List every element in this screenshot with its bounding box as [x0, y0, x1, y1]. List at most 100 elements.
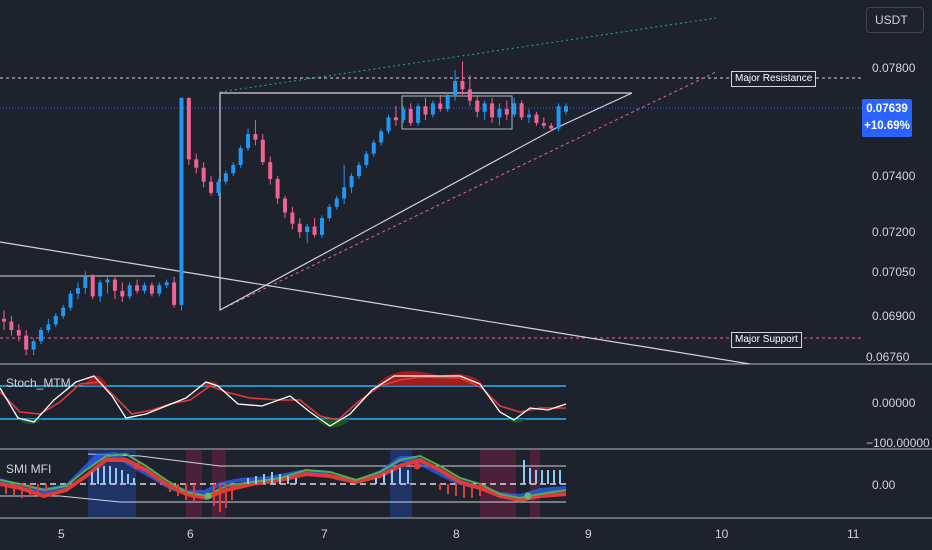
candle-body: [24, 335, 29, 350]
candle: [112, 276, 117, 300]
price-tick: 0.07200: [872, 225, 916, 239]
candle: [305, 223, 310, 244]
smi-axis[interactable]: 0.00: [872, 478, 896, 492]
candle: [149, 282, 154, 297]
candle-body: [75, 288, 80, 294]
candle: [53, 313, 58, 328]
candle-body: [157, 285, 162, 294]
time-tick: 11: [847, 527, 860, 541]
candle: [127, 282, 132, 300]
candle: [105, 276, 110, 294]
candle: [246, 128, 251, 151]
candle-body: [98, 282, 103, 297]
price-tick: 0.07400: [872, 169, 916, 183]
candle: [179, 97, 184, 311]
smi-pane: [0, 452, 567, 512]
triangle-pattern[interactable]: [219, 92, 633, 312]
candle: [416, 103, 421, 126]
candle-body: [246, 134, 251, 149]
candle-body: [53, 316, 58, 325]
smi-title[interactable]: SMI MFI: [6, 462, 52, 476]
candle-body: [371, 142, 376, 154]
candle-body: [38, 330, 43, 342]
candle-body: [541, 122, 546, 126]
candle-body: [290, 212, 295, 224]
candle-body: [519, 103, 524, 118]
candle-body: [475, 100, 480, 112]
candle-body: [179, 97, 184, 305]
candle-body: [186, 97, 191, 160]
candle-body: [68, 293, 73, 308]
stoch-axis-tick: −100.00000: [866, 436, 930, 450]
price-axis[interactable]: 0.07800 0.07400 0.07200 0.07050 0.06900 …: [866, 61, 916, 364]
candle-body: [46, 324, 51, 331]
last-price-value: 0.07639: [866, 103, 908, 115]
stoch-fill: [376, 371, 484, 386]
candle: [460, 61, 465, 95]
candle-body: [379, 131, 384, 143]
price-tick: 0.06760: [866, 350, 910, 364]
candle: [342, 164, 347, 205]
stoch-title[interactable]: Stoch_MTM: [6, 376, 71, 390]
candle-body: [460, 80, 465, 90]
candle: [38, 327, 43, 345]
candle-body: [527, 114, 532, 118]
candle-body: [149, 285, 154, 294]
candle: [541, 117, 546, 129]
candle: [482, 100, 487, 121]
candle-body: [105, 279, 110, 283]
candle: [297, 218, 302, 238]
lower-channel-line[interactable]: [219, 71, 717, 311]
candle: [61, 304, 66, 319]
candle-body: [231, 164, 236, 174]
candle-body: [216, 181, 221, 193]
candle-body: [238, 148, 243, 165]
candle-body: [16, 330, 21, 336]
candle: [275, 176, 280, 205]
candle-body: [61, 307, 66, 317]
stoch-fill: [316, 419, 350, 428]
candle-body: [556, 106, 561, 129]
candle: [475, 94, 480, 118]
currency-selector[interactable]: USDT: [866, 7, 924, 33]
candle: [135, 279, 140, 294]
candle-body: [423, 106, 428, 115]
upper-channel-line[interactable]: [219, 17, 717, 93]
candle: [16, 324, 21, 342]
candle: [209, 176, 214, 196]
candle: [260, 134, 265, 165]
candle-body: [482, 103, 487, 112]
candle: [290, 206, 295, 230]
candle: [186, 97, 191, 165]
candle-body: [438, 103, 443, 109]
candle: [46, 318, 51, 333]
candle: [556, 103, 561, 132]
time-tick: 7: [321, 527, 328, 541]
descending-trendline[interactable]: [0, 241, 751, 364]
candle: [238, 145, 243, 168]
time-axis[interactable]: 5 6 7 8 9 10 11: [58, 527, 860, 541]
stoch-axis[interactable]: 0.00000 −100.00000: [866, 396, 930, 450]
candle: [24, 330, 29, 356]
candle: [423, 97, 428, 121]
candle-body: [201, 167, 206, 182]
price-tick: 0.07800: [872, 61, 916, 75]
candle: [90, 274, 95, 300]
major-support-label[interactable]: Major Support: [731, 332, 802, 348]
candle-body: [356, 164, 361, 177]
candle: [172, 276, 177, 308]
candle: [430, 100, 435, 118]
candle-body: [386, 117, 391, 132]
candle-body: [445, 94, 450, 109]
candle: [223, 170, 228, 185]
candle-body: [490, 103, 495, 118]
candle-body: [393, 117, 398, 121]
candle-body: [194, 159, 199, 168]
candle: [157, 282, 162, 297]
major-resistance-label[interactable]: Major Resistance: [731, 71, 817, 87]
time-tick: 10: [715, 527, 729, 541]
candle: [98, 279, 103, 303]
candle: [312, 218, 317, 238]
stoch-pane: [0, 371, 567, 428]
